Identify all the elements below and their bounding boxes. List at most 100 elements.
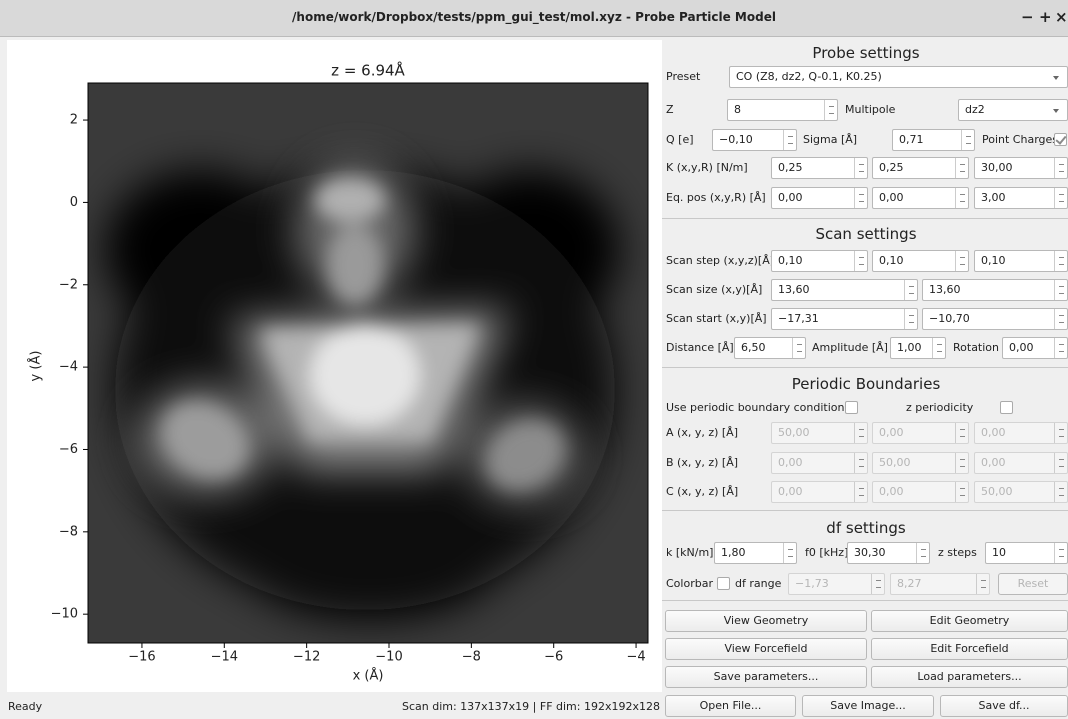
- spin-box: 50,00: [872, 452, 969, 474]
- spin-box[interactable]: 0,71: [892, 129, 975, 151]
- spin-box[interactable]: 30,30: [847, 542, 930, 564]
- spin-box[interactable]: 6,50: [734, 337, 806, 359]
- label: Preset: [666, 70, 701, 83]
- title-bar: /home/work/Dropbox/tests/ppm_gui_test/mo…: [0, 0, 1068, 37]
- y-tick-label: 2: [70, 113, 78, 128]
- label: Rotation: [953, 341, 1000, 354]
- x-tick-label: −14: [211, 650, 238, 665]
- section-title: Probe settings: [812, 44, 920, 62]
- spin-box[interactable]: 0,00: [872, 187, 969, 209]
- label: k [kN/m]: [666, 546, 714, 559]
- button[interactable]: View Geometry: [665, 610, 867, 632]
- label: Amplitude [Å]: [812, 341, 888, 354]
- spin-box[interactable]: 8: [727, 99, 838, 121]
- label: Multipole: [845, 103, 896, 116]
- label: df range: [735, 577, 782, 590]
- button: Reset: [998, 573, 1068, 595]
- spin-box: 50,00: [974, 481, 1068, 503]
- button[interactable]: Load parameters...: [871, 666, 1068, 688]
- y-tick-label: −2: [59, 277, 78, 292]
- x-tick-label: −10: [375, 650, 402, 665]
- spin-box[interactable]: −0,10: [712, 129, 797, 151]
- checkbox[interactable]: [1000, 401, 1013, 414]
- label: Distance [Å]: [666, 341, 734, 354]
- spin-box[interactable]: 0,25: [872, 157, 969, 179]
- section-title: Periodic Boundaries: [791, 375, 941, 393]
- spin-box[interactable]: 13,60: [771, 279, 918, 301]
- spin-box: 0,00: [974, 422, 1068, 444]
- x-tick-label: −4: [626, 650, 645, 665]
- spin-box: 0,00: [771, 452, 868, 474]
- afm-image: [88, 83, 648, 643]
- label: z steps: [938, 546, 977, 559]
- y-tick-label: −6: [59, 442, 78, 457]
- y-axis-label: y (Å): [28, 351, 44, 382]
- spin-box[interactable]: −17,31: [771, 308, 918, 330]
- plot-title: z = 6.94Å: [331, 61, 405, 80]
- button[interactable]: Open File...: [665, 695, 796, 717]
- spin-box: 0,00: [872, 481, 969, 503]
- x-tick-label: −8: [462, 650, 481, 665]
- close-button[interactable]: ×: [1055, 8, 1068, 26]
- x-tick-label: −6: [544, 650, 563, 665]
- x-tick-label: −12: [293, 650, 320, 665]
- dropdown[interactable]: CO (Z8, dz2, Q-0.1, K0.25): [729, 66, 1068, 88]
- maximize-button[interactable]: +: [1039, 8, 1052, 26]
- spin-box[interactable]: 3,00: [974, 187, 1068, 209]
- y-tick-label: −10: [51, 607, 78, 622]
- spin-box: −1,73: [788, 573, 885, 595]
- x-tick-label: −16: [128, 650, 155, 665]
- section-title: df settings: [826, 519, 906, 537]
- spin-box[interactable]: 1,80: [714, 542, 797, 564]
- separator: [662, 510, 1068, 511]
- status-text: Ready: [8, 700, 43, 713]
- spin-box[interactable]: −10,70: [922, 308, 1068, 330]
- label: K (x,y,R) [N/m]: [666, 161, 748, 174]
- spin-box[interactable]: 0,00: [1002, 337, 1068, 359]
- label: B (x, y, z) [Å]: [666, 456, 739, 469]
- button[interactable]: Edit Forcefield: [871, 638, 1068, 660]
- button[interactable]: Save Image...: [802, 695, 934, 717]
- separator: [662, 367, 1068, 368]
- spin-box[interactable]: 30,00: [974, 157, 1068, 179]
- label: f0 [kHz]: [805, 546, 849, 559]
- spin-box[interactable]: 10: [985, 542, 1068, 564]
- spin-box[interactable]: 0,00: [771, 187, 868, 209]
- label: Scan size (x,y)[Å]: [666, 283, 763, 296]
- spin-box: 0,00: [872, 422, 969, 444]
- y-tick-label: −4: [59, 360, 78, 375]
- minimize-button[interactable]: −: [1021, 8, 1034, 26]
- button[interactable]: Save df...: [940, 695, 1068, 717]
- label: z periodicity: [906, 401, 974, 414]
- spin-box: 50,00: [771, 422, 868, 444]
- spin-box: 8,27: [890, 573, 990, 595]
- label: Z: [666, 103, 674, 116]
- spin-box: 0,00: [974, 452, 1068, 474]
- separator: [662, 218, 1068, 219]
- y-tick-label: 0: [70, 195, 78, 210]
- spin-box[interactable]: 13,60: [922, 279, 1068, 301]
- checkbox[interactable]: [717, 577, 730, 590]
- label: Q [e]: [666, 133, 694, 146]
- button[interactable]: Save parameters...: [665, 666, 867, 688]
- checkbox[interactable]: [845, 401, 858, 414]
- spin-box: 0,00: [771, 481, 868, 503]
- spin-box[interactable]: 0,10: [872, 250, 969, 272]
- separator: [662, 600, 1068, 601]
- spin-box[interactable]: 0,10: [974, 250, 1068, 272]
- button[interactable]: Edit Geometry: [871, 610, 1068, 632]
- label: Sigma [Å]: [803, 133, 858, 146]
- spin-box[interactable]: 0,25: [771, 157, 868, 179]
- section-title: Scan settings: [815, 225, 917, 243]
- checkbox[interactable]: [1054, 133, 1067, 146]
- label: Eq. pos (x,y,R) [Å]: [666, 191, 766, 204]
- label: Point Charges: [982, 133, 1059, 146]
- spin-box[interactable]: 1,00: [890, 337, 946, 359]
- x-axis-label: x (Å): [353, 668, 384, 684]
- dropdown[interactable]: dz2: [958, 99, 1068, 121]
- label: C (x, y, z) [Å]: [666, 485, 739, 498]
- button[interactable]: View Forcefield: [665, 638, 867, 660]
- spin-box[interactable]: 0,10: [771, 250, 868, 272]
